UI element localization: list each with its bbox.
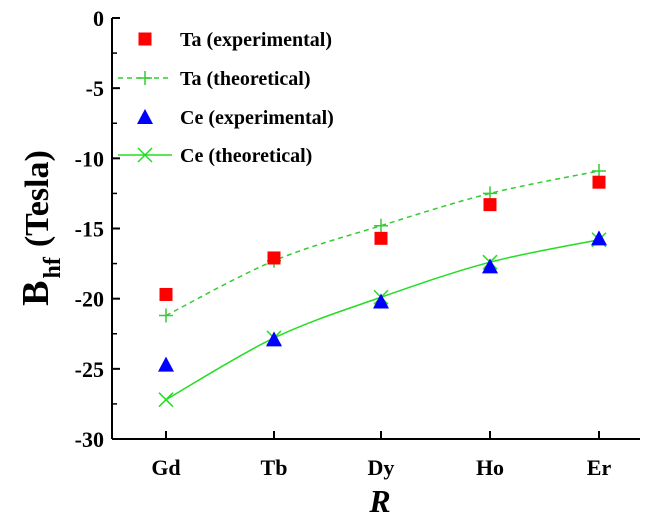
data-point (159, 308, 173, 323)
y-tick-label: 0 (93, 6, 104, 31)
data-point (374, 218, 388, 233)
y-tick-label: -5 (86, 76, 104, 101)
x-axis-title: R (368, 483, 390, 518)
data-point (374, 231, 388, 245)
data-point (158, 356, 174, 372)
y-axis-title-main: B (15, 280, 57, 305)
legend: Ta (experimental) Ta (theoretical) Ce (exp… (118, 29, 334, 167)
y-axis-title-subscript: hf (40, 256, 66, 278)
legend-label: Ta (experimental) (180, 29, 332, 51)
data-point (373, 293, 389, 309)
series-layer (158, 163, 607, 408)
series-3 (158, 232, 607, 408)
series-2 (158, 230, 607, 372)
series-line (165, 170, 600, 317)
y-tick-label: -30 (75, 427, 104, 452)
legend-item: Ce (experimental) (137, 107, 334, 129)
y-axis-title-unit: (Tesla) (19, 150, 56, 247)
data-point (483, 198, 497, 212)
svg-text:Bhf(Tesla): Bhf (Tesla) (15, 150, 66, 306)
data-point (592, 175, 606, 189)
y-axis-title: Bhf (Tesla) (15, 150, 66, 306)
x-tick-label: Tb (261, 455, 288, 480)
legend-item: Ta (theoretical) (118, 68, 311, 90)
legend-marker (138, 71, 152, 85)
x-tick-label: Dy (368, 455, 395, 480)
legend-label: Ta (theoretical) (180, 68, 311, 90)
y-tick-label: -25 (75, 357, 104, 382)
x-tick-label: Gd (151, 455, 180, 480)
y-tick-label: -10 (75, 146, 104, 171)
x-tick-label: Er (587, 455, 612, 480)
legend-label: Ce (experimental) (180, 107, 334, 129)
legend-marker (138, 32, 152, 46)
data-point (482, 258, 498, 274)
legend-marker (137, 109, 153, 124)
x-tick-label: Ho (476, 455, 504, 480)
series-0 (159, 175, 606, 301)
y-tick-label: -20 (75, 287, 104, 312)
legend-item: Ce (theoretical) (118, 145, 312, 167)
data-point (592, 163, 606, 178)
data-point (591, 230, 607, 246)
data-point (267, 251, 281, 265)
series-line (165, 238, 600, 401)
data-point (483, 186, 497, 201)
axes: 0 -5 -10 -15 -20 -25 -30 Gd Tb Dy Ho Er (75, 6, 640, 480)
data-point (159, 287, 173, 301)
data-point (266, 331, 282, 347)
legend-label: Ce (theoretical) (180, 145, 312, 167)
data-point (158, 392, 174, 408)
y-tick-label: -15 (75, 217, 104, 242)
legend-item: Ta (experimental) (138, 29, 332, 51)
legend-marker (137, 147, 153, 163)
